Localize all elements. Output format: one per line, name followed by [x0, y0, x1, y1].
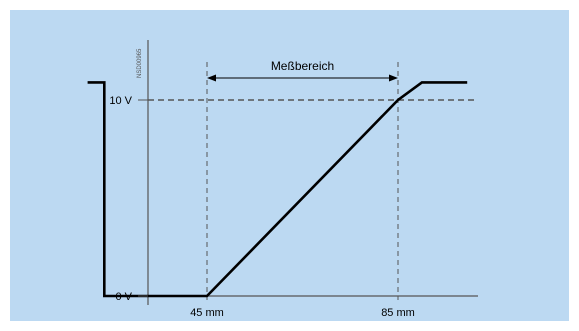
measurement-range-label: Meßbereich: [271, 59, 334, 73]
arrow-head-right: [389, 74, 398, 82]
figure-code-label: NSD00965: [137, 48, 143, 78]
x-tick-label-85mm: 85 mm: [381, 307, 415, 319]
arrow-head-left: [207, 74, 216, 82]
y-tick-label-10v: 10 V: [109, 95, 132, 107]
y-tick-label-0v: 0 V: [115, 291, 132, 303]
chart-background: [10, 10, 569, 321]
series-line: [87, 81, 468, 298]
x-tick-label-45mm: 45 mm: [190, 307, 224, 319]
